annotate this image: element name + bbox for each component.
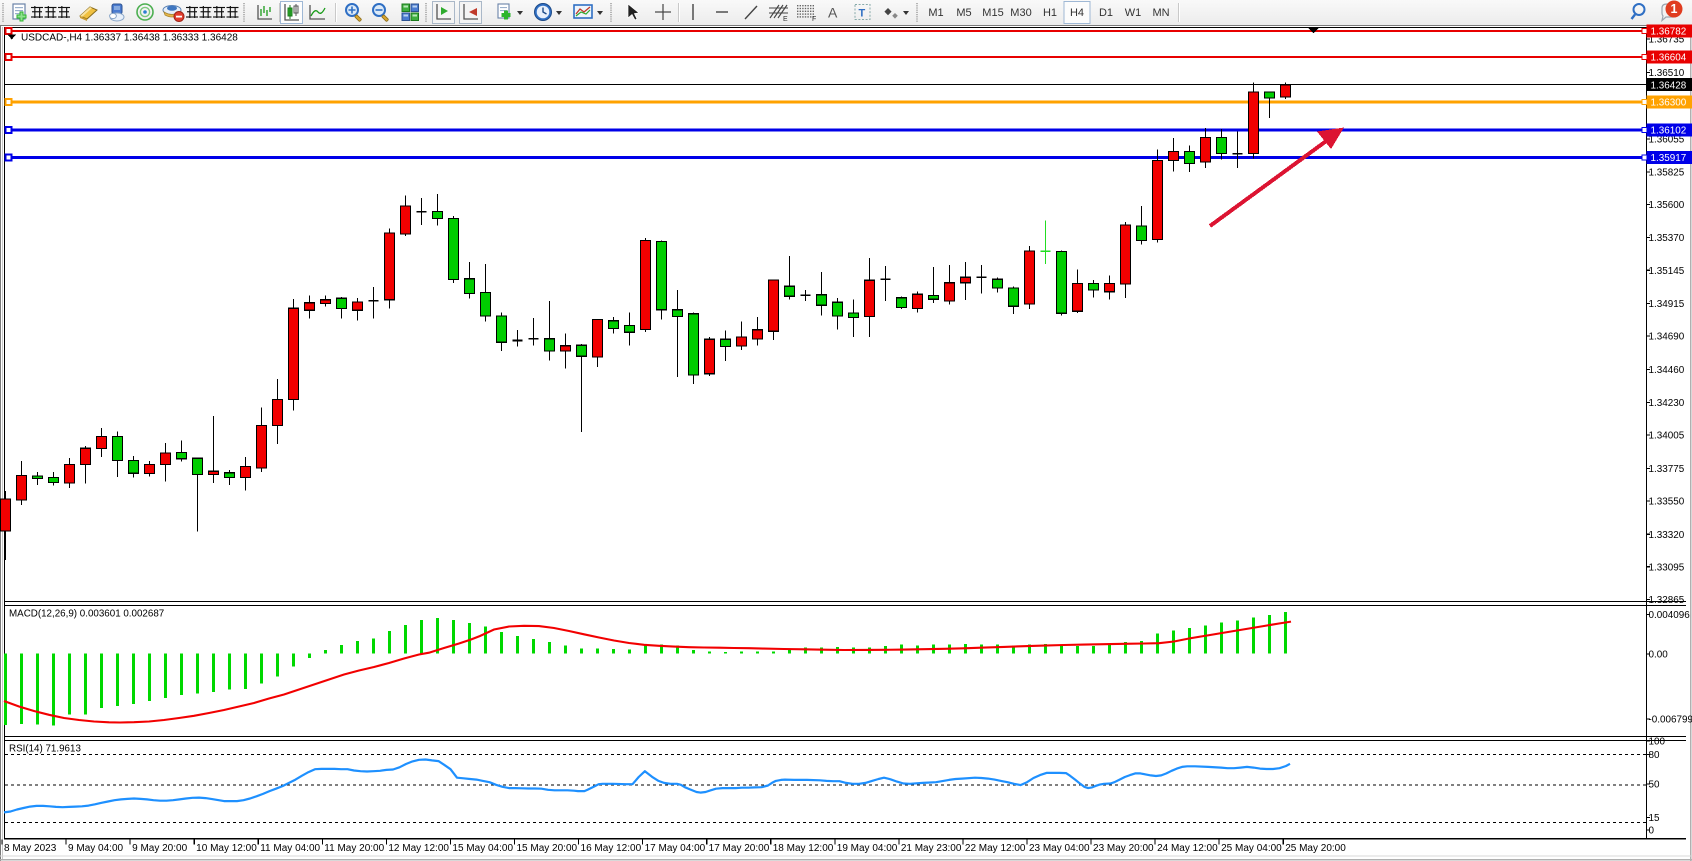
svg-text:24 May 12:00: 24 May 12:00 xyxy=(1157,843,1218,854)
svg-text:M5: M5 xyxy=(956,7,971,19)
svg-text:0.004096: 0.004096 xyxy=(1649,610,1691,621)
svg-text:22 May 12:00: 22 May 12:00 xyxy=(965,843,1026,854)
svg-text:23 May 04:00: 23 May 04:00 xyxy=(1029,843,1090,854)
svg-text:10 May 12:00: 10 May 12:00 xyxy=(196,843,257,854)
svg-text:USDCAD-,H4 1.36337 1.36438 1.: USDCAD-,H4 1.36337 1.36438 1.36333 1.364… xyxy=(21,32,238,43)
svg-text:1.34915: 1.34915 xyxy=(1649,299,1685,310)
svg-text:1.33550: 1.33550 xyxy=(1649,497,1685,508)
svg-text:25 May 04:00: 25 May 04:00 xyxy=(1221,843,1282,854)
svg-text:25 May 20:00: 25 May 20:00 xyxy=(1285,843,1346,854)
svg-text:1.35825: 1.35825 xyxy=(1649,167,1685,178)
svg-text:MN: MN xyxy=(1152,7,1169,19)
svg-text:15 May 04:00: 15 May 04:00 xyxy=(452,843,513,854)
svg-text:9 May 20:00: 9 May 20:00 xyxy=(132,843,187,854)
svg-text:1.34690: 1.34690 xyxy=(1649,332,1685,343)
svg-text:1.36782: 1.36782 xyxy=(1651,27,1687,38)
svg-text:M30: M30 xyxy=(1010,7,1031,19)
svg-text:1.36510: 1.36510 xyxy=(1649,68,1685,79)
svg-text:MACD(12,26,9) 0.003601 0.00268: MACD(12,26,9) 0.003601 0.002687 xyxy=(9,609,164,620)
svg-text:W1: W1 xyxy=(1125,7,1142,19)
svg-text:8 May 2023: 8 May 2023 xyxy=(4,843,57,854)
svg-text:17 May 04:00: 17 May 04:00 xyxy=(645,843,706,854)
svg-text:1.35145: 1.35145 xyxy=(1649,266,1685,277)
svg-text:1.36735: 1.36735 xyxy=(1649,35,1685,46)
svg-text:100: 100 xyxy=(1649,737,1666,748)
svg-text:23 May 20:00: 23 May 20:00 xyxy=(1093,843,1154,854)
svg-text:11 May 04:00: 11 May 04:00 xyxy=(260,843,320,854)
svg-text:1.35600: 1.35600 xyxy=(1649,200,1685,211)
svg-text:1.36428: 1.36428 xyxy=(1651,80,1687,91)
svg-text:15: 15 xyxy=(1649,813,1660,824)
svg-text:M1: M1 xyxy=(928,7,943,19)
svg-text:RSI(14) 71.9613: RSI(14) 71.9613 xyxy=(9,744,81,755)
svg-text:1.35917: 1.35917 xyxy=(1651,153,1687,164)
svg-text:1.33775: 1.33775 xyxy=(1649,464,1685,475)
svg-text:16 May 12:00: 16 May 12:00 xyxy=(581,843,642,854)
svg-text:E: E xyxy=(783,16,788,23)
svg-text:1.36300: 1.36300 xyxy=(1651,98,1687,109)
svg-text:H4: H4 xyxy=(1070,7,1084,19)
svg-text:15 May 20:00: 15 May 20:00 xyxy=(516,843,577,854)
svg-text:D1: D1 xyxy=(1099,7,1113,19)
svg-text:1.36102: 1.36102 xyxy=(1651,126,1687,137)
svg-text:17 May 20:00: 17 May 20:00 xyxy=(709,843,770,854)
svg-text:50: 50 xyxy=(1649,780,1660,791)
svg-text:F: F xyxy=(812,16,816,23)
svg-text:9 May 04:00: 9 May 04:00 xyxy=(68,843,123,854)
svg-text:1.33095: 1.33095 xyxy=(1649,562,1685,573)
svg-text:19 May 04:00: 19 May 04:00 xyxy=(837,843,898,854)
svg-text:18 May 12:00: 18 May 12:00 xyxy=(773,843,834,854)
svg-text:1.36055: 1.36055 xyxy=(1649,134,1685,145)
svg-text:M15: M15 xyxy=(982,7,1003,19)
svg-text:21 May 23:00: 21 May 23:00 xyxy=(901,843,962,854)
svg-text:0: 0 xyxy=(1649,826,1655,837)
svg-text:80: 80 xyxy=(1649,750,1660,761)
svg-text:0.00: 0.00 xyxy=(1649,650,1669,661)
svg-text:H1: H1 xyxy=(1043,7,1057,19)
svg-text:1.34230: 1.34230 xyxy=(1649,398,1685,409)
svg-text:1: 1 xyxy=(1671,2,1678,16)
svg-text:1.34460: 1.34460 xyxy=(1649,365,1685,376)
svg-text:12 May 12:00: 12 May 12:00 xyxy=(388,843,449,854)
svg-text:1.32865: 1.32865 xyxy=(1649,595,1685,606)
svg-text:T: T xyxy=(859,8,866,20)
svg-text:1.33320: 1.33320 xyxy=(1649,530,1685,541)
svg-text:1.36604: 1.36604 xyxy=(1651,53,1687,64)
svg-text:11 May 20:00: 11 May 20:00 xyxy=(324,843,384,854)
svg-text:A: A xyxy=(828,5,838,21)
svg-text:1.34005: 1.34005 xyxy=(1649,431,1685,442)
svg-text:1.35370: 1.35370 xyxy=(1649,233,1685,244)
svg-text:-0.006799: -0.006799 xyxy=(1649,715,1692,726)
